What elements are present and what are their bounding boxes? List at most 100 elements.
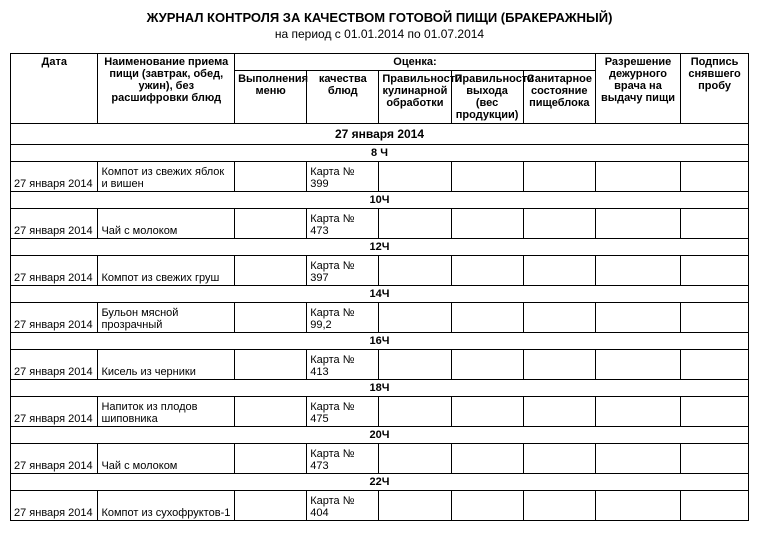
cell-name: Компот из свежих яблок и вишен	[98, 162, 235, 192]
cell-signature	[681, 350, 749, 380]
cell-eval-culinary	[379, 397, 451, 427]
cell-eval-sanitary	[523, 256, 595, 286]
cell-eval-culinary	[379, 444, 451, 474]
time-cell: 8 Ч	[11, 145, 749, 162]
cell-eval-menu	[235, 397, 307, 427]
table-row: 27 января 2014Чай с молокомКарта № 473	[11, 444, 749, 474]
time-row: 18Ч	[11, 380, 749, 397]
cell-eval-output	[451, 444, 523, 474]
cell-name: Чай с молоком	[98, 444, 235, 474]
cell-eval-quality: Карта № 473	[307, 209, 379, 239]
cell-eval-menu	[235, 350, 307, 380]
time-row: 22Ч	[11, 474, 749, 491]
table-body: 27 января 2014 8 Ч27 января 2014Компот и…	[11, 124, 749, 521]
cell-permission	[595, 444, 680, 474]
cell-eval-culinary	[379, 162, 451, 192]
cell-eval-sanitary	[523, 303, 595, 333]
table-row: 27 января 2014Компот из сухофруктов-1Кар…	[11, 491, 749, 521]
time-row: 20Ч	[11, 427, 749, 444]
header-eval-culinary: Правильности кулинарной обработки	[379, 71, 451, 124]
cell-eval-output	[451, 209, 523, 239]
header-signature: Подпись снявшего пробу	[681, 54, 749, 124]
journal-table: Дата Наименование приема пищи (завтрак, …	[10, 53, 749, 521]
table-row: 27 января 2014Компот из свежих яблок и в…	[11, 162, 749, 192]
header-eval-menu: Выполнения меню	[235, 71, 307, 124]
header-date: Дата	[11, 54, 98, 124]
cell-permission	[595, 162, 680, 192]
cell-date: 27 января 2014	[11, 162, 98, 192]
cell-eval-output	[451, 350, 523, 380]
cell-permission	[595, 209, 680, 239]
time-row: 16Ч	[11, 333, 749, 350]
cell-eval-quality: Карта № 475	[307, 397, 379, 427]
cell-date: 27 января 2014	[11, 303, 98, 333]
cell-signature	[681, 162, 749, 192]
cell-eval-sanitary	[523, 491, 595, 521]
cell-signature	[681, 491, 749, 521]
cell-permission	[595, 491, 680, 521]
cell-name: Кисель из черники	[98, 350, 235, 380]
cell-name: Бульон мясной прозрачный	[98, 303, 235, 333]
cell-signature	[681, 444, 749, 474]
cell-signature	[681, 303, 749, 333]
cell-eval-quality: Карта № 404	[307, 491, 379, 521]
time-cell: 20Ч	[11, 427, 749, 444]
cell-eval-culinary	[379, 256, 451, 286]
header-permission: Разрешение дежурного врача на выдачу пищ…	[595, 54, 680, 124]
header-eval-quality: качества блюд	[307, 71, 379, 124]
cell-name: Напиток из плодов шиповника	[98, 397, 235, 427]
cell-permission	[595, 397, 680, 427]
cell-eval-sanitary	[523, 162, 595, 192]
time-cell: 22Ч	[11, 474, 749, 491]
cell-eval-quality: Карта № 397	[307, 256, 379, 286]
time-row: 8 Ч	[11, 145, 749, 162]
header-eval-output: Правильности выхода (вес продукции)	[451, 71, 523, 124]
cell-eval-quality: Карта № 473	[307, 444, 379, 474]
time-cell: 14Ч	[11, 286, 749, 303]
cell-eval-quality: Карта № 399	[307, 162, 379, 192]
table-row: 27 января 2014Бульон мясной прозрачный Ка…	[11, 303, 749, 333]
time-cell: 10Ч	[11, 192, 749, 209]
table-row: 27 января 2014Компот из свежих груш Карта…	[11, 256, 749, 286]
cell-permission	[595, 350, 680, 380]
cell-signature	[681, 397, 749, 427]
cell-eval-output	[451, 303, 523, 333]
cell-eval-output	[451, 162, 523, 192]
table-row: 27 января 2014Чай с молокомКарта № 473	[11, 209, 749, 239]
header-eval-sanitary: Санитарное состояние пищеблока	[523, 71, 595, 124]
cell-eval-output	[451, 397, 523, 427]
cell-eval-quality: Карта № 99,2	[307, 303, 379, 333]
header-meal-name: Наименование приема пищи (завтрак, обед,…	[98, 54, 235, 124]
cell-permission	[595, 256, 680, 286]
group-date-row: 27 января 2014	[11, 124, 749, 145]
cell-date: 27 января 2014	[11, 256, 98, 286]
cell-signature	[681, 209, 749, 239]
page-subtitle: на период с 01.01.2014 по 01.07.2014	[10, 27, 749, 41]
cell-eval-menu	[235, 162, 307, 192]
cell-permission	[595, 303, 680, 333]
cell-name: Компот из свежих груш	[98, 256, 235, 286]
cell-eval-menu	[235, 209, 307, 239]
cell-eval-menu	[235, 256, 307, 286]
cell-eval-menu	[235, 491, 307, 521]
cell-eval-culinary	[379, 209, 451, 239]
table-row: 27 января 2014Напиток из плодов шиповник…	[11, 397, 749, 427]
cell-eval-sanitary	[523, 444, 595, 474]
cell-eval-menu	[235, 444, 307, 474]
cell-date: 27 января 2014	[11, 491, 98, 521]
time-row: 10Ч	[11, 192, 749, 209]
page-title: ЖУРНАЛ КОНТРОЛЯ ЗА КАЧЕСТВОМ ГОТОВОЙ ПИЩ…	[10, 10, 749, 25]
cell-date: 27 января 2014	[11, 350, 98, 380]
cell-eval-quality: Карта № 413	[307, 350, 379, 380]
cell-eval-menu	[235, 303, 307, 333]
cell-eval-culinary	[379, 491, 451, 521]
cell-eval-sanitary	[523, 397, 595, 427]
group-date-cell: 27 января 2014	[11, 124, 749, 145]
cell-signature	[681, 256, 749, 286]
time-cell: 12Ч	[11, 239, 749, 256]
cell-name: Чай с молоком	[98, 209, 235, 239]
cell-eval-output	[451, 491, 523, 521]
cell-date: 27 января 2014	[11, 397, 98, 427]
cell-eval-sanitary	[523, 209, 595, 239]
cell-eval-sanitary	[523, 350, 595, 380]
